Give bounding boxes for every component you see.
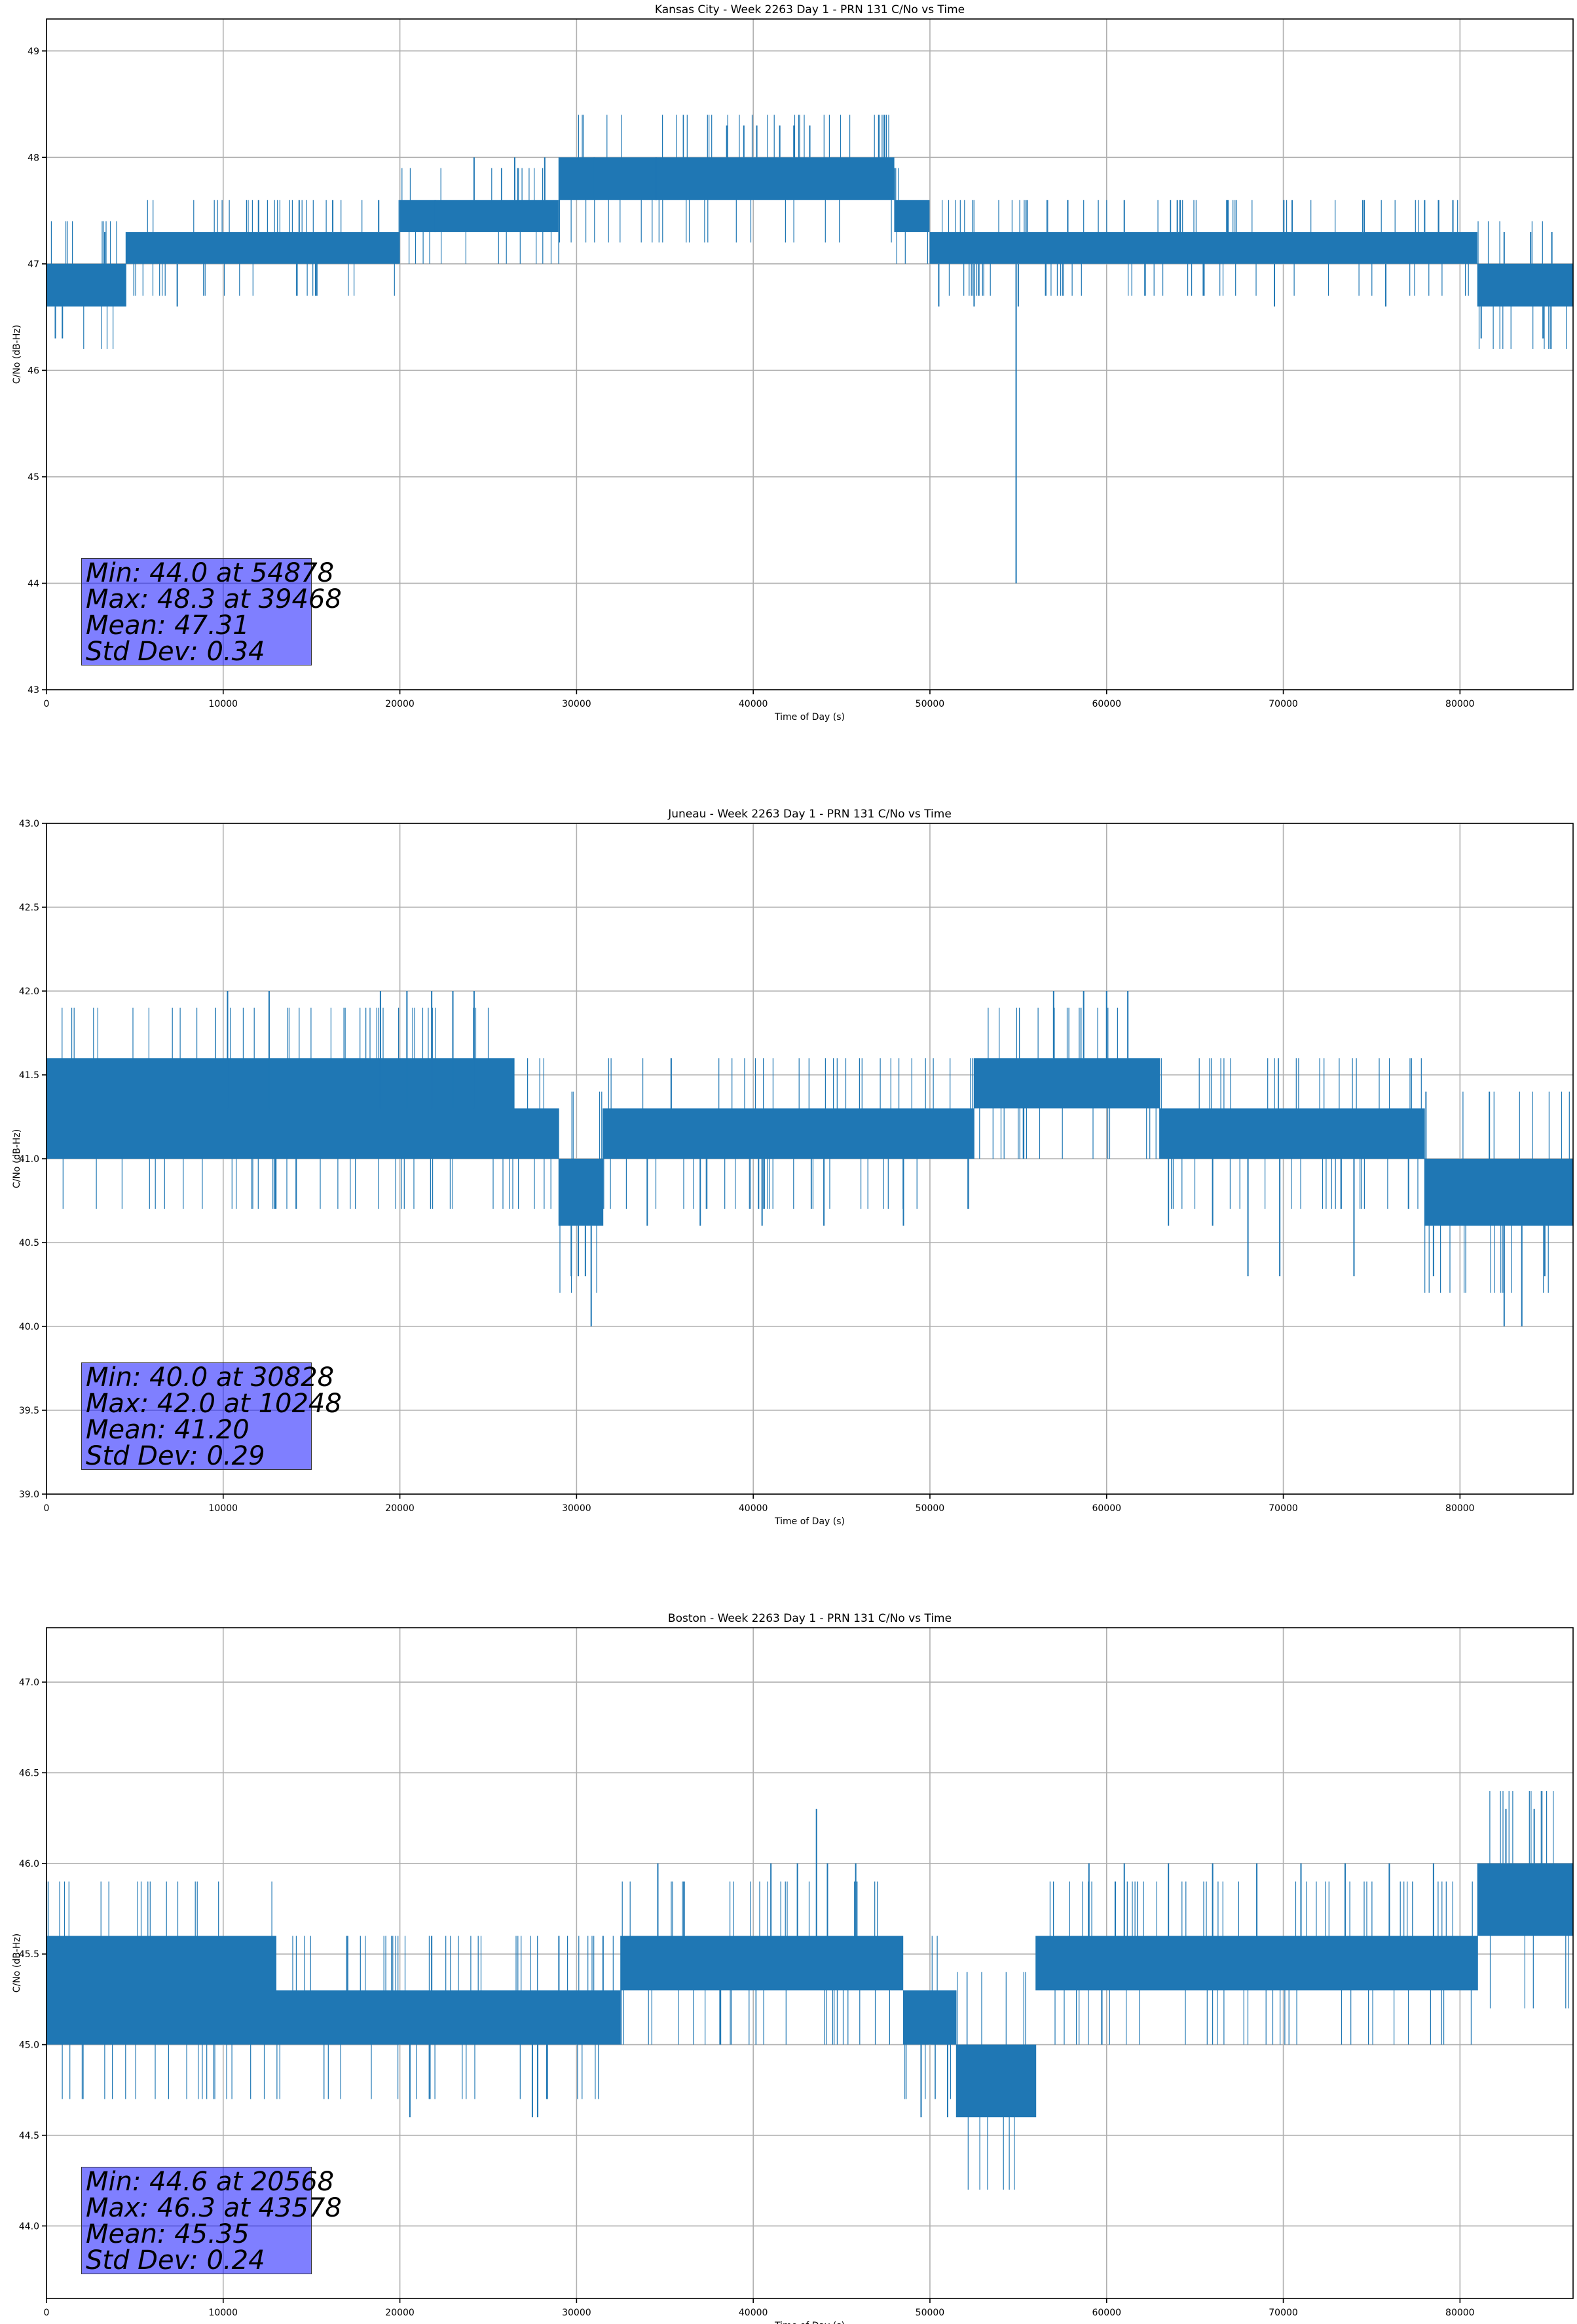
x-tick-label: 0 — [44, 2308, 50, 2318]
stats-min-text: Min: 44.6 at 20568 — [86, 2167, 335, 2197]
stats-box: Min: 40.0 at 30828 Max: 42.0 at 10248 Mean… — [81, 1362, 342, 1471]
y-tick-label: 40.0 — [19, 1322, 39, 1332]
x-tick-label: 50000 — [916, 2308, 945, 2318]
x-tick-label: 0 — [44, 699, 50, 709]
stats-max-text: Max: 48.3 at 39468 — [86, 584, 342, 614]
y-tick-label: 39.5 — [19, 1406, 39, 1416]
y-tick-label: 46.5 — [19, 1768, 39, 1778]
x-tick-label: 60000 — [1092, 2308, 1121, 2318]
x-tick-label: 10000 — [209, 699, 238, 709]
y-tick-label: 41.0 — [19, 1154, 39, 1165]
x-axis-label: Time of Day (s) — [774, 2321, 845, 2324]
x-tick-label: 80000 — [1445, 699, 1475, 709]
stats-min-text: Min: 40.0 at 30828 — [86, 1362, 335, 1393]
y-axis-label: C/No (dB-Hz) — [12, 325, 22, 384]
x-tick-label: 40000 — [739, 2308, 768, 2318]
x-tick-label: 60000 — [1092, 1503, 1121, 1514]
y-tick-label: 47 — [28, 259, 39, 270]
x-tick-label: 80000 — [1445, 1503, 1475, 1514]
chart-title: Juneau - Week 2263 Day 1 - PRN 131 C/No … — [667, 808, 952, 821]
x-tick-label: 20000 — [385, 1503, 415, 1514]
x-tick-label: 50000 — [916, 699, 945, 709]
stats-max-text: Max: 42.0 at 10248 — [86, 1389, 342, 1419]
y-tick-label: 48 — [28, 153, 39, 163]
x-tick-label: 20000 — [385, 2308, 415, 2318]
y-tick-label: 45.5 — [19, 1949, 39, 1960]
stats-std-text: Std Dev: 0.29 — [86, 1441, 265, 1471]
y-tick-label: 43 — [28, 685, 39, 696]
stats-mean-text: Mean: 45.35 — [86, 2219, 250, 2249]
y-tick-label: 40.5 — [19, 1238, 39, 1248]
x-tick-label: 70000 — [1269, 1503, 1298, 1514]
x-tick-label: 70000 — [1269, 699, 1298, 709]
stats-mean-text: Mean: 41.20 — [86, 1415, 250, 1445]
stats-mean-text: Mean: 47.31 — [86, 610, 250, 641]
x-tick-label: 40000 — [739, 699, 768, 709]
chart-panel-2: 0 10000 20000 30000 40000 50000 60000 70000 8000… — [12, 808, 1574, 1527]
stats-box: Min: 44.6 at 20568 Max: 46.3 at 43578 Mean… — [81, 2167, 342, 2276]
x-axis-label: Time of Day (s) — [774, 1516, 845, 1527]
stats-std-text: Std Dev: 0.34 — [86, 637, 265, 667]
y-tick-label: 45 — [28, 472, 39, 483]
plot-frame — [46, 1627, 1574, 2299]
x-tick-label: 0 — [44, 1503, 50, 1514]
y-tick-label: 46 — [28, 365, 39, 376]
x-tick-label: 40000 — [739, 1503, 768, 1514]
chart-panel-3: 0 10000 20000 30000 40000 50000 60000 70000 8000… — [12, 1612, 1574, 2324]
y-tick-label: 42.5 — [19, 903, 39, 913]
x-tick-label: 30000 — [562, 699, 591, 709]
y-tick-label: 44 — [28, 578, 39, 589]
x-tick-label: 10000 — [209, 1503, 238, 1514]
data-line-band — [46, 1791, 1574, 2190]
y-tick-label: 41.5 — [19, 1070, 39, 1081]
y-tick-label: 45.0 — [19, 2040, 39, 2051]
stats-max-text: Max: 46.3 at 43578 — [86, 2193, 342, 2223]
y-tick-label: 44.0 — [19, 2221, 39, 2232]
x-tick-label: 10000 — [209, 2308, 238, 2318]
y-axis-label: C/No (dB-Hz) — [12, 1934, 22, 1993]
x-tick-label: 30000 — [562, 1503, 591, 1514]
stats-min-text: Min: 44.0 at 54878 — [86, 558, 335, 588]
x-tick-label: 80000 — [1445, 2308, 1475, 2318]
y-tick-label: 46.0 — [19, 1859, 39, 1869]
y-tick-label: 42.0 — [19, 986, 39, 997]
y-tick-label: 39.0 — [19, 1490, 39, 1500]
y-tick-label: 47.0 — [19, 1677, 39, 1688]
chart-title: Boston - Week 2263 Day 1 - PRN 131 C/No … — [668, 1612, 952, 1625]
y-tick-label: 49 — [28, 47, 39, 57]
x-tick-label: 50000 — [916, 1503, 945, 1514]
x-axis-label: Time of Day (s) — [774, 712, 845, 722]
x-tick-label: 20000 — [385, 699, 415, 709]
stats-std-text: Std Dev: 0.24 — [86, 2245, 265, 2276]
y-axis-label: C/No (dB-Hz) — [12, 1129, 22, 1188]
chart-title: Kansas City - Week 2263 Day 1 - PRN 131 … — [655, 3, 965, 16]
x-tick-label: 30000 — [562, 2308, 591, 2318]
y-tick-label: 44.5 — [19, 2131, 39, 2141]
stats-box: Min: 44.0 at 54878 Max: 48.3 at 39468 Mean… — [81, 558, 342, 667]
data-line-band — [46, 1007, 1574, 1293]
x-tick-label: 60000 — [1092, 699, 1121, 709]
y-tick-label: 43.0 — [19, 819, 39, 829]
x-tick-label: 70000 — [1269, 2308, 1298, 2318]
plot-frame — [46, 18, 1574, 690]
